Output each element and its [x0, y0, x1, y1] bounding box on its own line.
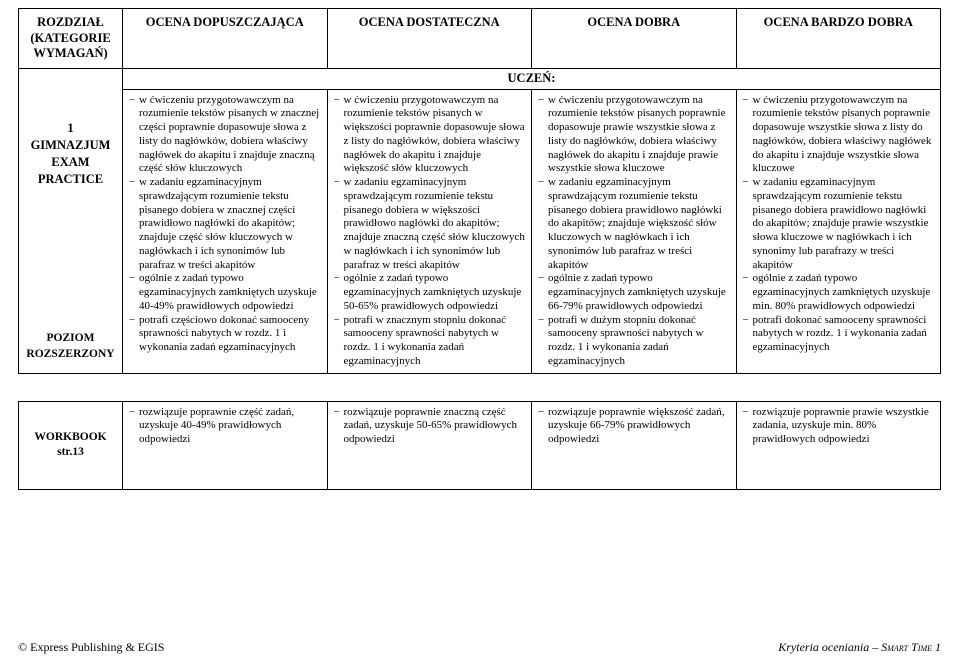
li: w zadaniu egzaminacyjnym sprawdzającym r… [753, 176, 935, 272]
left-top-cell: 1 GIMNAZJUM EXAM PRACTICE [19, 68, 123, 239]
uczen-row: 1 GIMNAZJUM EXAM PRACTICE UCZEŃ: [19, 68, 941, 89]
header-col1: OCENA DOPUSZCZAJĄCA [123, 9, 328, 69]
header-col0: ROZDZIAŁ (KATEGORIE WYMAGAŃ) [19, 9, 123, 69]
footer-right-prefix: Kryteria oceniania – [778, 640, 881, 654]
left-bottom-cell: POZIOM ROZSZERZONY [19, 240, 123, 373]
li: w zadaniu egzaminacyjnym sprawdzającym r… [344, 176, 526, 272]
li: potrafi w dużym stopniu dokonać samoocen… [548, 314, 730, 369]
li: w ćwiczeniu przygotowawczym na rozumieni… [139, 94, 321, 177]
li: ogólnie z zadań typowo egzaminacyjnych z… [753, 272, 935, 313]
cell-r1c4: w ćwiczeniu przygotowawczym na rozumieni… [736, 89, 941, 373]
footer-left: © Express Publishing & EGIS [18, 640, 164, 655]
cell-r2c3: rozwiązuje poprawnie większość zadań, uz… [532, 401, 737, 489]
h0l3: WYMAGAŃ) [33, 46, 107, 60]
cell-r1c2: w ćwiczeniu przygotowawczym na rozumieni… [327, 89, 532, 373]
li: ogólnie z zadań typowo egzaminacyjnych z… [139, 272, 321, 313]
li: potrafi częściowo dokonać samooceny spra… [139, 314, 321, 355]
cell-r2c1: rozwiązuje poprawnie część zadań, uzysku… [123, 401, 328, 489]
h0l1: ROZDZIAŁ [37, 15, 104, 29]
footer-brand: Smart Time 1 [881, 640, 941, 654]
cell-r2c2: rozwiązuje poprawnie znaczną część zadań… [327, 401, 532, 489]
li: ogólnie z zadań typowo egzaminacyjnych z… [344, 272, 526, 313]
cell-r2c4: rozwiązuje poprawnie prawie wszystkie za… [736, 401, 941, 489]
cell-r1c3: w ćwiczeniu przygotowawczym na rozumieni… [532, 89, 737, 373]
footer-right: Kryteria oceniania – Smart Time 1 [778, 640, 941, 655]
li: potrafi dokonać samooceny sprawności nab… [753, 314, 935, 355]
li: w zadaniu egzaminacyjnym sprawdzającym r… [139, 176, 321, 272]
header-col4: OCENA BARDZO DOBRA [736, 9, 941, 69]
header-col2: OCENA DOSTATECZNA [327, 9, 532, 69]
li: w ćwiczeniu przygotowawczym na rozumieni… [344, 94, 526, 177]
header-row: ROZDZIAŁ (KATEGORIE WYMAGAŃ) OCENA DOPUS… [19, 9, 941, 69]
main-row-top: w ćwiczeniu przygotowawczym na rozumieni… [19, 89, 941, 240]
header-col3: OCENA DOBRA [532, 9, 737, 69]
workbook-left: WORKBOOK str.13 [19, 401, 123, 489]
li: rozwiązuje poprawnie większość zadań, uz… [548, 406, 730, 447]
uczen-label: UCZEŃ: [123, 68, 941, 89]
workbook-row: WORKBOOK str.13 rozwiązuje poprawnie czę… [19, 401, 941, 489]
li: w ćwiczeniu przygotowawczym na rozumieni… [753, 94, 935, 177]
footer: © Express Publishing & EGIS Kryteria oce… [18, 640, 941, 655]
cell-r1c1: w ćwiczeniu przygotowawczym na rozumieni… [123, 89, 328, 373]
li: w ćwiczeniu przygotowawczym na rozumieni… [548, 94, 730, 177]
li: rozwiązuje poprawnie znaczną część zadań… [344, 406, 526, 447]
li: potrafi w znacznym stopniu dokonać samoo… [344, 314, 526, 369]
grading-table: ROZDZIAŁ (KATEGORIE WYMAGAŃ) OCENA DOPUS… [18, 8, 941, 490]
spacer-row [19, 373, 941, 401]
li: rozwiązuje poprawnie część zadań, uzysku… [139, 406, 321, 447]
h0l2: (KATEGORIE [30, 31, 110, 45]
li: ogólnie z zadań typowo egzaminacyjnych z… [548, 272, 730, 313]
li: w zadaniu egzaminacyjnym sprawdzającym r… [548, 176, 730, 272]
li: rozwiązuje poprawnie prawie wszystkie za… [753, 406, 935, 447]
